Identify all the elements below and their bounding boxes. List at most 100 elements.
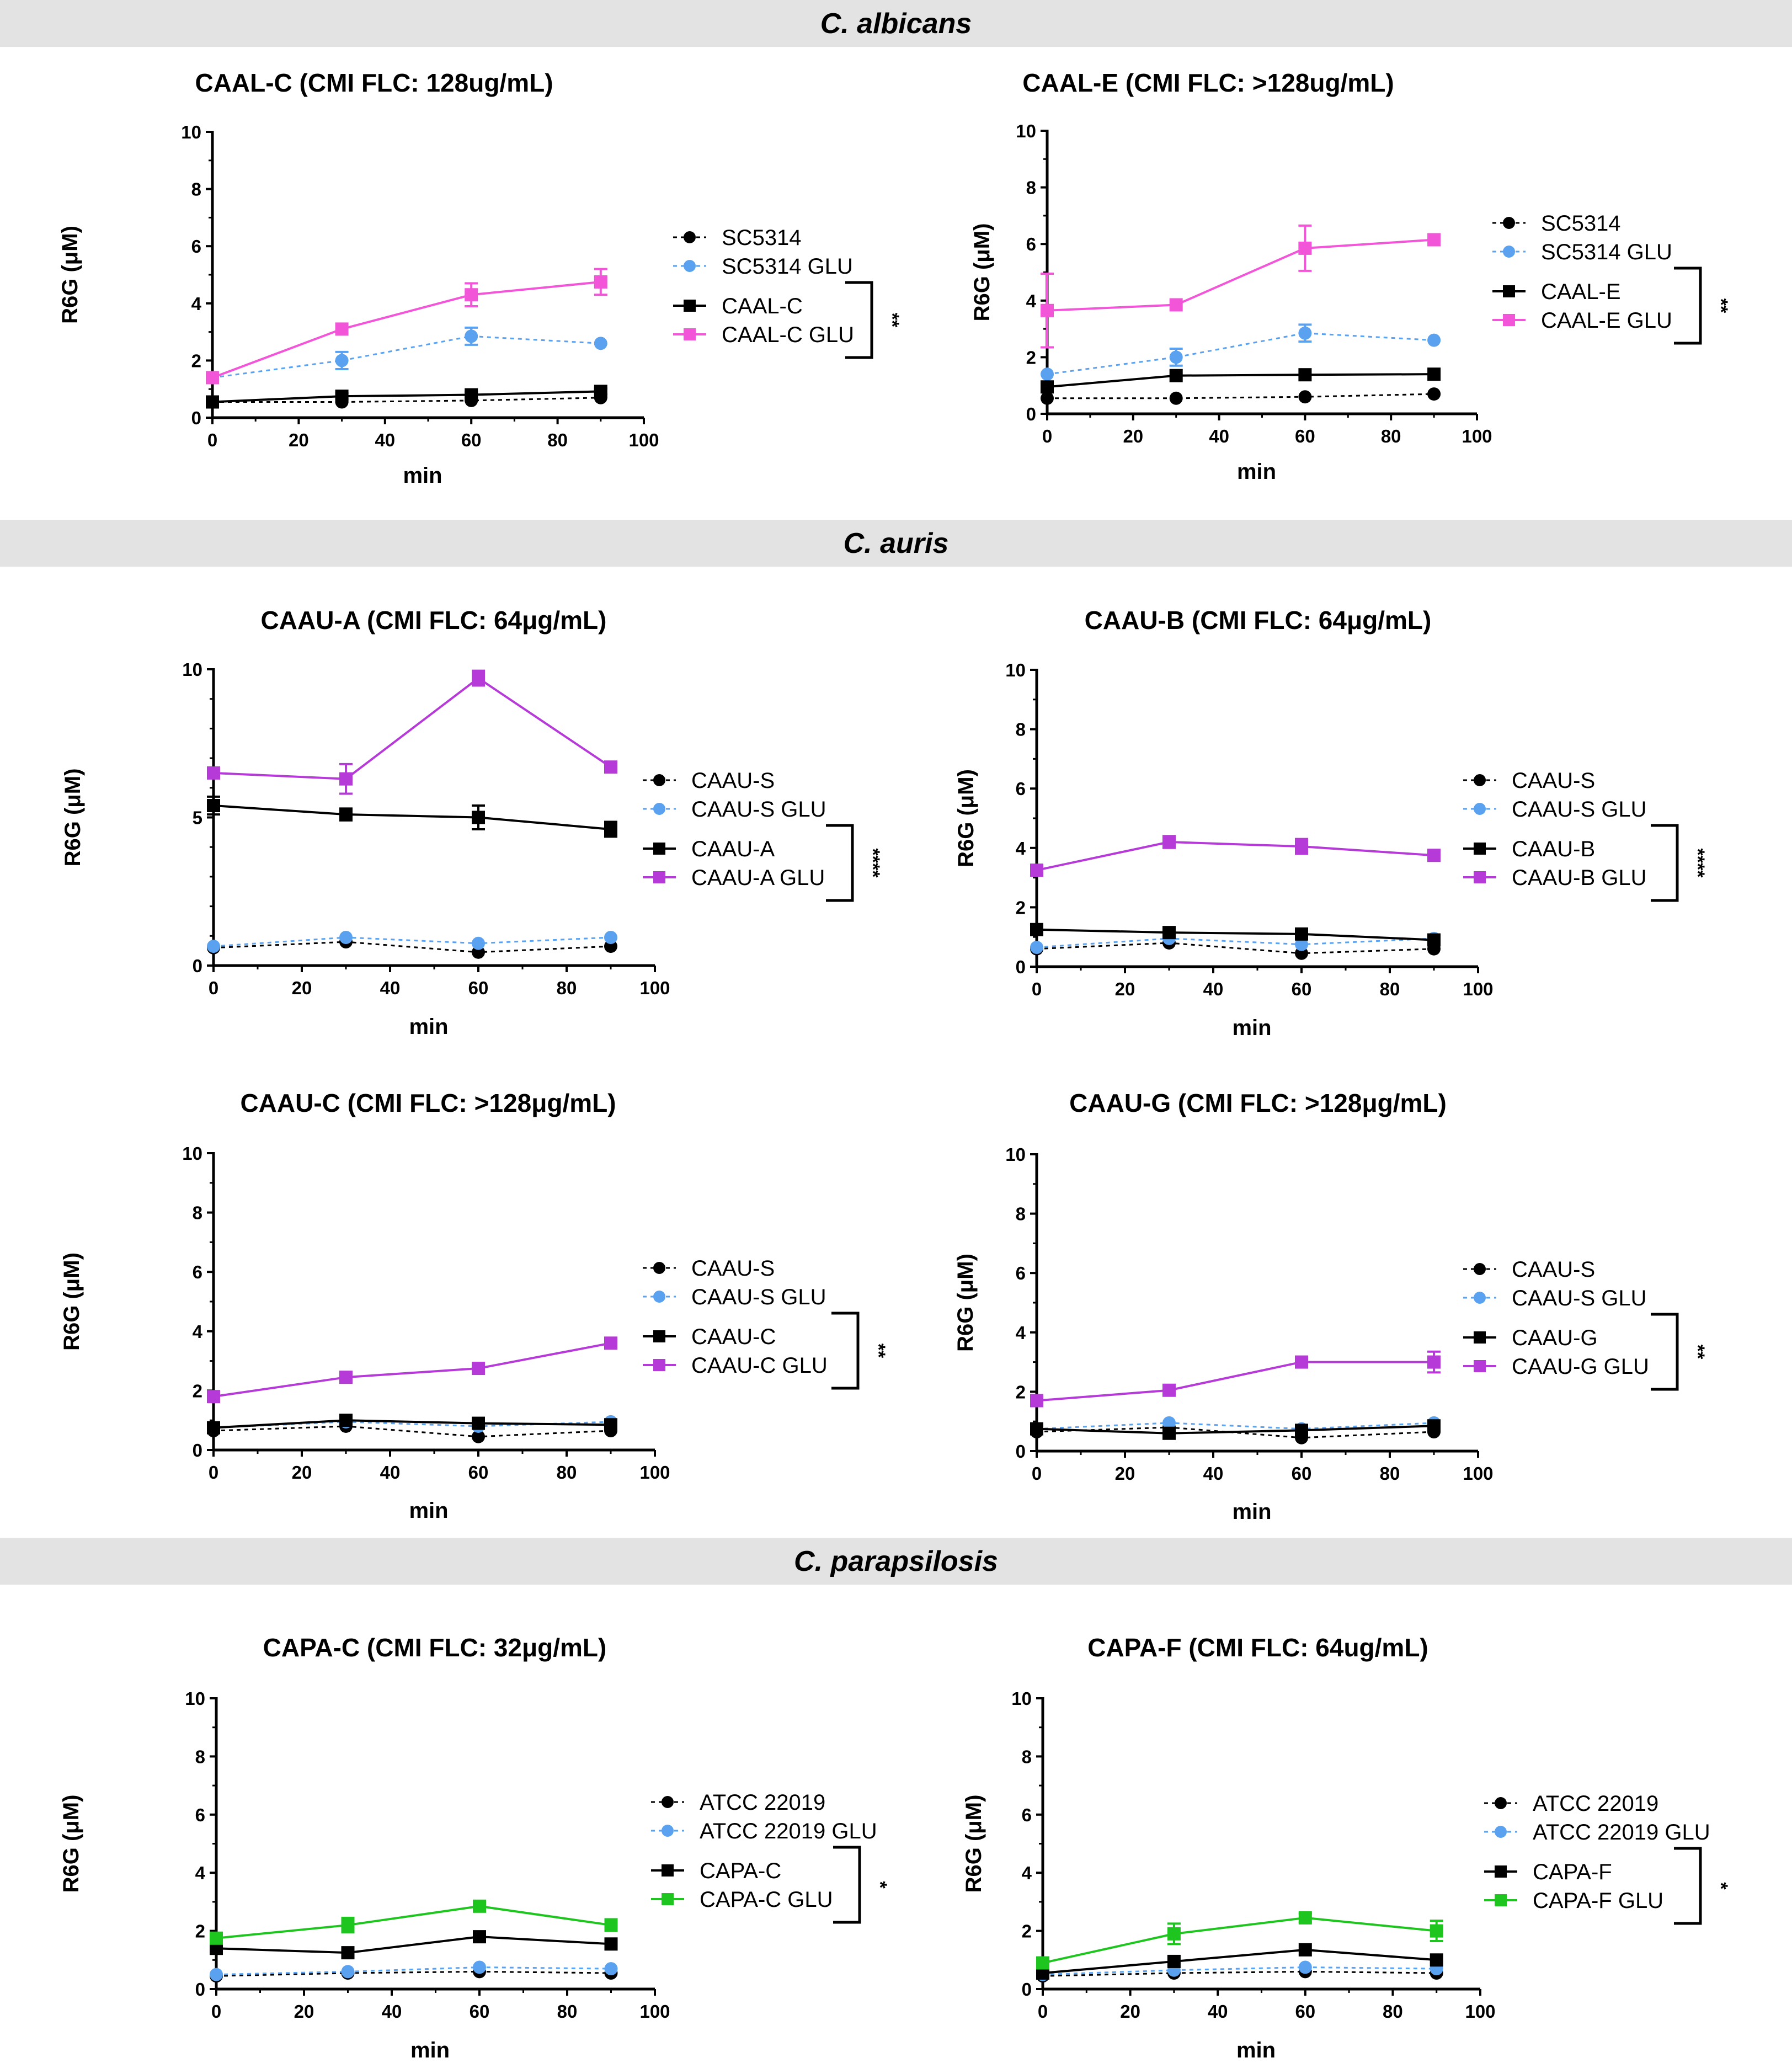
- y-tick-label: 2: [195, 1921, 205, 1942]
- data-point: [1169, 391, 1183, 405]
- data-point: [1298, 368, 1312, 382]
- data-point: [1427, 333, 1441, 347]
- y-tick-label: 0: [1026, 404, 1036, 424]
- x-tick-label: 20: [1123, 426, 1143, 446]
- x-axis-label: min: [1237, 460, 1276, 484]
- x-tick-label: 60: [468, 978, 489, 998]
- x-tick-label: 40: [380, 978, 401, 998]
- significance-stars: **: [1710, 298, 1731, 313]
- series-line: [213, 804, 611, 830]
- y-tick-label: 4: [195, 1863, 206, 1883]
- legend-marker: [1503, 314, 1515, 326]
- data-point: [1030, 863, 1043, 877]
- y-tick-label: 10: [1005, 660, 1026, 680]
- x-tick-label: 80: [557, 978, 577, 998]
- y-tick-label: 8: [191, 179, 201, 200]
- chart-title: CAAU-B (CMI FLC: 64μg/mL): [1085, 606, 1432, 635]
- legend-label: CAAU-C GLU: [691, 1353, 828, 1378]
- y-tick-label: 2: [1026, 347, 1036, 367]
- data-point: [207, 799, 220, 813]
- legend-marker: [662, 1864, 674, 1877]
- legend-label: CAPA-C: [700, 1859, 781, 1883]
- data-point: [473, 1899, 486, 1913]
- y-tick-label: 10: [1016, 121, 1036, 141]
- significance-bracket: [1674, 1847, 1702, 1925]
- legend-label: CAAU-A GLU: [691, 866, 825, 890]
- data-point: [472, 1430, 485, 1443]
- y-tick-label: 2: [193, 1380, 202, 1401]
- x-tick-label: 0: [209, 978, 218, 998]
- chart-title: CAAU-C (CMI FLC: >128μg/mL): [240, 1089, 616, 1117]
- significance-stars: ****: [862, 849, 883, 878]
- series-line: [213, 936, 611, 947]
- data-point: [1430, 1953, 1443, 1967]
- data-point: [604, 1418, 617, 1432]
- data-point: [604, 1918, 618, 1932]
- series-line: [1036, 928, 1434, 941]
- chart-title: CAAL-E (CMI FLC: >128ug/mL): [1022, 68, 1394, 97]
- data-point: [1167, 1954, 1181, 1968]
- data-point: [1167, 1927, 1181, 1941]
- y-tick-label: 2: [191, 350, 201, 371]
- data-point: [465, 288, 478, 302]
- y-tick-label: 2: [1016, 1382, 1026, 1402]
- y-tick-label: 8: [1016, 1204, 1026, 1224]
- section-title: C. parapsilosis: [794, 1545, 998, 1577]
- data-point: [1298, 241, 1312, 255]
- x-tick-label: 20: [1115, 1463, 1135, 1484]
- legend-label: ATCC 22019: [700, 1790, 825, 1815]
- series-line: [1036, 937, 1434, 948]
- x-tick-label: 40: [1203, 979, 1224, 999]
- legend-marker: [653, 1262, 665, 1274]
- legend-marker: [1503, 217, 1515, 229]
- x-tick-label: 40: [1209, 426, 1229, 446]
- legend-label: ATCC 22019 GLU: [700, 1819, 877, 1843]
- significance-bracket: [826, 824, 854, 902]
- y-tick-label: 6: [193, 1262, 202, 1282]
- x-axis-label: min: [410, 2038, 450, 2062]
- x-axis-label: min: [1232, 1016, 1271, 1040]
- y-tick-label: 4: [1016, 838, 1026, 859]
- y-tick-label: 5: [193, 808, 202, 828]
- data-point: [604, 1937, 618, 1951]
- legend-label: SC5314 GLU: [1541, 240, 1672, 264]
- data-point: [604, 1962, 618, 1976]
- legend-label: CAAU-B GLU: [1512, 866, 1647, 890]
- y-axis-label: R6G (μM): [953, 1254, 978, 1352]
- data-point: [604, 822, 617, 836]
- data-point: [341, 1918, 355, 1932]
- x-tick-label: 0: [1038, 2001, 1048, 2022]
- legend-marker: [662, 1796, 674, 1808]
- y-tick-label: 0: [195, 1979, 205, 2000]
- series-line: [212, 390, 601, 403]
- series-line: [216, 1905, 611, 1939]
- y-axis-label: R6G (μM): [962, 1795, 986, 1893]
- data-point: [472, 936, 485, 950]
- legend-marker: [1474, 774, 1486, 786]
- data-point: [1427, 367, 1441, 381]
- series-line: [213, 676, 612, 780]
- data-point: [1427, 1419, 1441, 1433]
- series-line: [216, 1966, 611, 1976]
- data-point: [1295, 937, 1308, 951]
- x-tick-label: 80: [1380, 979, 1400, 999]
- y-axis-label: R6G (μM): [61, 769, 85, 867]
- y-axis-label: R6G (μM): [60, 1252, 84, 1351]
- data-point: [1427, 1355, 1441, 1369]
- x-tick-label: 80: [557, 1462, 577, 1483]
- legend-marker: [684, 260, 696, 272]
- y-tick-label: 0: [193, 956, 202, 976]
- data-point: [1162, 1383, 1176, 1397]
- chart-title: CAAU-A (CMI FLC: 64μg/mL): [261, 606, 607, 635]
- x-tick-label: 40: [375, 430, 395, 450]
- y-tick-label: 6: [1016, 779, 1026, 799]
- y-tick-label: 8: [1016, 719, 1026, 740]
- y-tick-label: 8: [193, 1203, 202, 1223]
- x-axis-label: min: [403, 463, 442, 488]
- data-point: [604, 930, 617, 944]
- data-point: [339, 1414, 353, 1427]
- data-point: [1295, 1355, 1308, 1369]
